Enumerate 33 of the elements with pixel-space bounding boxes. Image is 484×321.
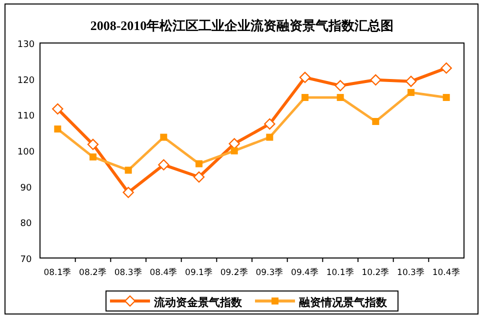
y-tick-label: 90 [20, 183, 32, 194]
point [405, 76, 417, 87]
point [264, 118, 276, 130]
x-tick-label: 09.1季 [185, 267, 213, 278]
point [440, 62, 452, 74]
x-tick-label: 10.3季 [397, 267, 425, 278]
x-tick-label: 09.4季 [291, 267, 319, 278]
y-tick-label: 110 [17, 112, 35, 122]
x-tick-label: 09.3季 [256, 267, 284, 278]
point [87, 138, 99, 150]
y-tick-label: 120 [17, 76, 35, 86]
legend-label: 流动资金景气指数 [153, 296, 243, 309]
x-tick-label: 10.4季 [432, 267, 460, 278]
point [370, 74, 382, 86]
x-tick-label: 08.4季 [150, 267, 178, 278]
x-tick-label: 10.1季 [326, 267, 354, 278]
x-tick-label: 08.3季 [114, 267, 142, 278]
chart-title: 2008-2010年松江区工业企业流资融资景气指数汇总图 [90, 18, 394, 33]
point [299, 72, 311, 83]
y-tick-label: 100 [17, 148, 35, 158]
point [122, 186, 134, 198]
y-tick-label: 70 [20, 255, 32, 265]
x-tick-label: 10.2季 [362, 267, 390, 278]
y-tick-label: 80 [20, 219, 32, 230]
legend-label: 融资情况景气指数 [299, 296, 388, 309]
y-tick-label: 130 [17, 40, 35, 50]
point [52, 103, 64, 115]
point [334, 80, 346, 92]
x-tick-label: 08.2季 [79, 267, 107, 278]
x-tick-label: 08.1季 [44, 267, 72, 278]
point [193, 171, 205, 183]
x-tick-label: 09.2季 [220, 267, 248, 278]
point [158, 159, 170, 170]
